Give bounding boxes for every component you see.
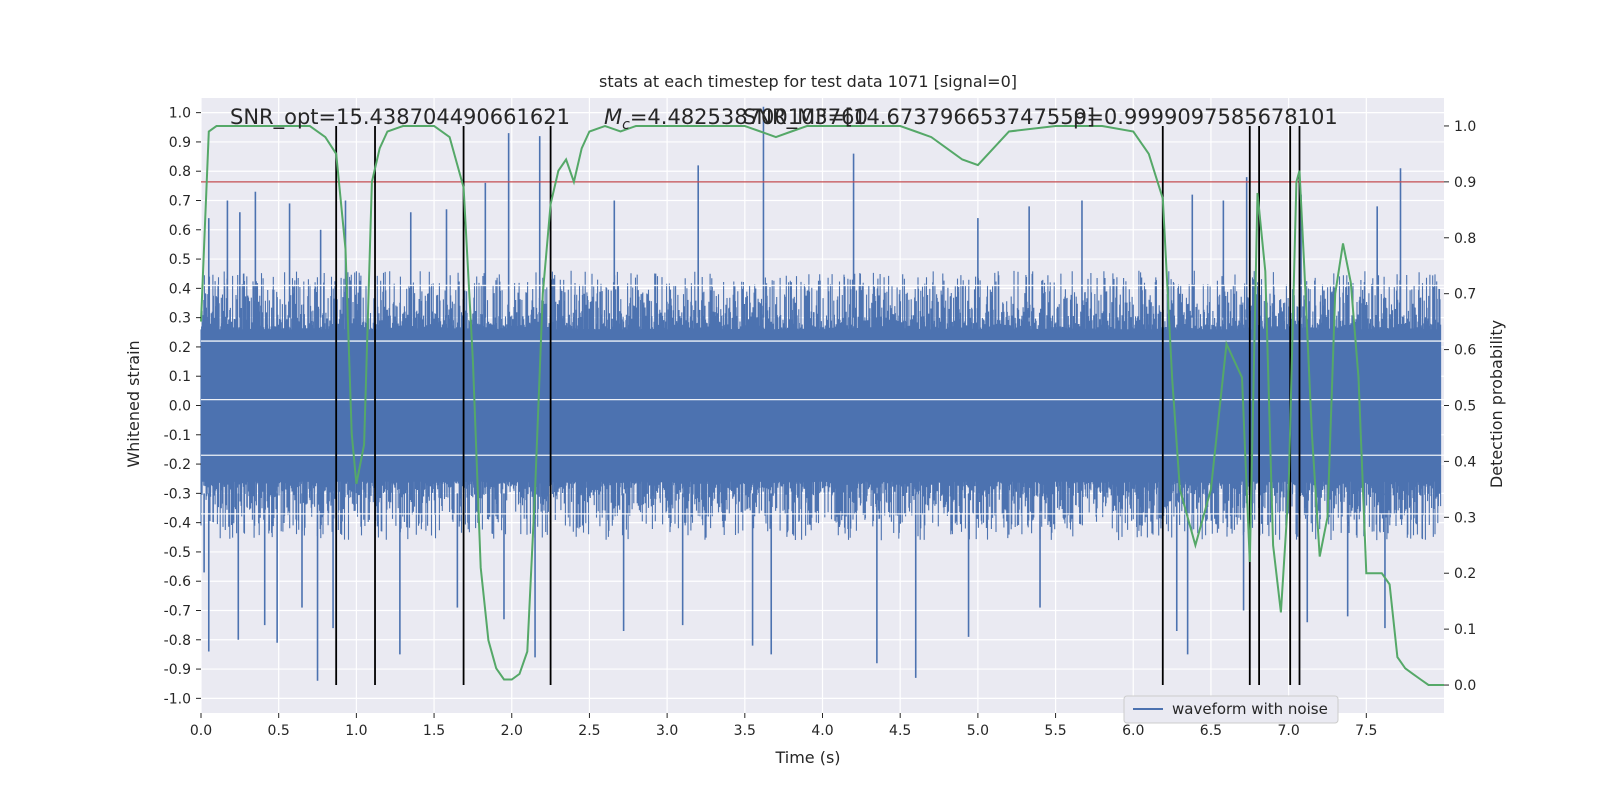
y-right-tick-label: 0.1 [1454,622,1476,638]
y-left-tick-label: 0.8 [169,164,191,180]
y-left-axis-label: Whitened strain [124,340,143,467]
y-left-tick-label: -0.4 [164,516,191,532]
y-left-tick-label: -0.3 [164,486,191,502]
x-tick-label: 4.5 [889,723,911,739]
x-tick-label: 1.0 [345,723,367,739]
x-axis-ticks: 0.0 0.5 1.0 1.5 2.0 2.5 3.0 3.5 4.0 4.5 5.0 5.5 6.0 6… [190,713,1377,739]
detection-p-annotation: p=0.9999097585678101 [1073,105,1338,129]
x-tick-label: 5.5 [1044,723,1066,739]
y-right-tick-label: 0.0 [1454,678,1476,694]
x-tick-label: 4.0 [811,723,833,739]
y-right-axis-label: Detection probability [1487,320,1506,488]
y-left-tick-label: -0.7 [164,604,191,620]
snr-opt-annotation: SNR_opt=15.438704490661621 [230,105,570,130]
snr-mf-annotation: SNR_MF=[14.673796653747559] [743,105,1095,130]
y-left-tick-label: -0.8 [164,633,191,649]
chart-title: stats at each timestep for test data 107… [599,72,1017,91]
y-right-tick-label: 0.2 [1454,566,1476,582]
y-left-tick-label: -1.0 [164,691,191,707]
y-left-axis-ticks: 1.0 0.9 0.8 0.7 0.6 0.5 0.4 0.3 0.2 0.1 0.0 -0.1 -0.… [164,106,201,707]
y-right-tick-label: 0.4 [1454,454,1476,470]
y-left-tick-label: 0.1 [169,369,191,385]
x-tick-label: 1.5 [423,723,445,739]
y-right-tick-label: 0.6 [1454,343,1476,359]
x-tick-label: 3.5 [734,723,756,739]
chirp-mass-value: =4.482538700103760 [630,105,868,129]
y-left-tick-label: 0.2 [169,340,191,356]
y-left-tick-label: -0.2 [164,457,191,473]
x-tick-label: 2.5 [578,723,600,739]
x-tick-label: 0.0 [190,723,212,739]
y-right-tick-label: 0.5 [1454,399,1476,415]
y-left-tick-label: 0.5 [169,252,191,268]
y-right-tick-label: 0.9 [1454,175,1476,191]
y-right-tick-label: 0.7 [1454,287,1476,303]
y-left-tick-label: -0.9 [164,662,191,678]
y-left-tick-label: -0.6 [164,574,191,590]
x-tick-label: 0.5 [268,723,290,739]
y-left-tick-label: 0.7 [169,194,191,210]
x-tick-label: 6.0 [1122,723,1144,739]
y-left-tick-label: -0.1 [164,428,191,444]
y-left-tick-label: 1.0 [169,106,191,122]
y-right-tick-label: 0.3 [1454,510,1476,526]
y-left-tick-label: 0.0 [169,399,191,415]
y-right-axis-ticks: 1.0 0.9 0.8 0.7 0.6 0.5 0.4 0.3 0.2 0.1 0.0 [1444,119,1476,694]
chirp-mass-subscript: c [622,117,630,133]
legend-box [1123,695,1339,724]
probability-series-line [200,124,1444,686]
x-tick-label: 2.0 [501,723,523,739]
chirp-mass-symbol: M [604,105,622,129]
legend: waveform with noise [1123,695,1339,724]
x-tick-label: 7.5 [1355,723,1377,739]
y-left-tick-label: 0.4 [169,281,191,297]
x-axis-label: Time (s) [774,748,840,767]
x-tick-label: 7.0 [1277,723,1299,739]
y-right-tick-label: 1.0 [1454,119,1476,135]
x-tick-label: 6.5 [1200,723,1222,739]
y-left-tick-label: 0.3 [169,311,191,327]
x-tick-label: 5.0 [967,723,989,739]
chirp-mass-annotation: Mc=4.482538700103760 [604,105,868,133]
y-left-tick-label: -0.5 [164,545,191,561]
noise-series [200,106,1444,681]
legend-label-noise: waveform with noise [1172,700,1328,718]
y-right-tick-label: 0.8 [1454,231,1476,247]
x-tick-label: 3.0 [656,723,678,739]
y-left-tick-label: 0.9 [169,135,191,151]
y-left-tick-label: 0.6 [169,223,191,239]
